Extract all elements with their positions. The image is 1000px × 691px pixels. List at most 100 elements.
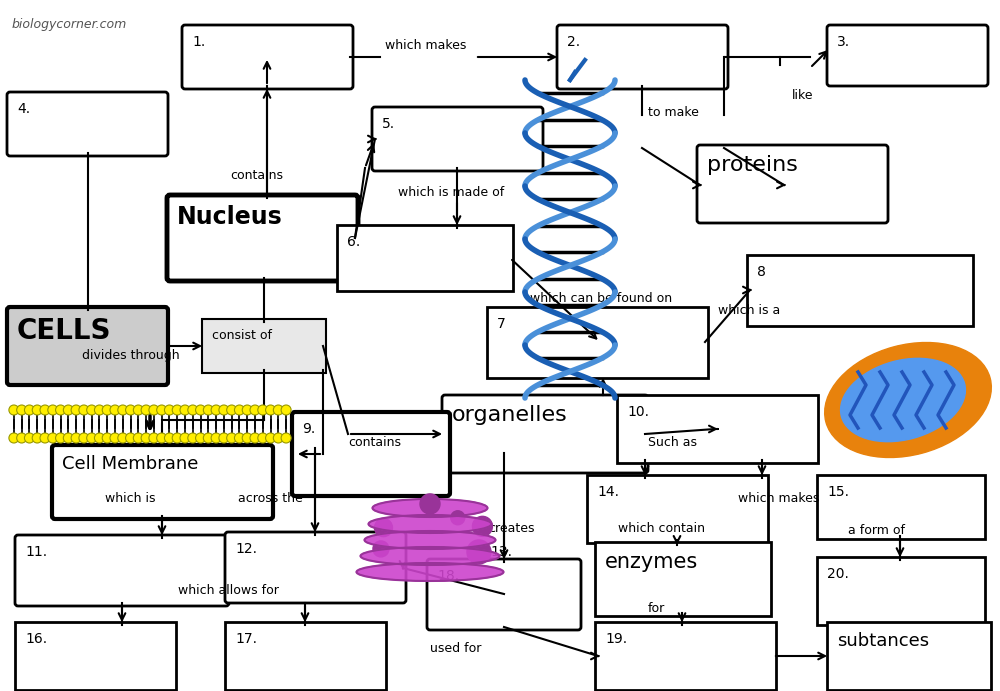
Ellipse shape [841,359,965,442]
FancyBboxPatch shape [167,195,358,281]
Text: 10.: 10. [627,405,649,419]
Circle shape [219,433,229,443]
Circle shape [40,405,50,415]
Circle shape [56,405,66,415]
Text: enzymes: enzymes [605,552,698,572]
Circle shape [126,433,136,443]
Circle shape [149,405,159,415]
Circle shape [373,541,389,557]
FancyBboxPatch shape [337,225,513,291]
Circle shape [211,405,221,415]
Circle shape [164,405,174,415]
Circle shape [126,405,136,415]
Circle shape [79,405,89,415]
Circle shape [48,405,58,415]
Text: Such as: Such as [648,435,697,448]
Circle shape [56,433,66,443]
Circle shape [242,405,252,415]
Text: 15.: 15. [827,485,849,499]
FancyBboxPatch shape [202,319,326,373]
Ellipse shape [356,563,504,581]
Circle shape [9,405,19,415]
FancyBboxPatch shape [595,542,771,616]
Text: 6.: 6. [347,235,360,249]
Circle shape [273,405,283,415]
FancyBboxPatch shape [827,622,991,690]
Circle shape [40,433,50,443]
FancyBboxPatch shape [595,622,776,690]
Ellipse shape [825,343,991,457]
Text: 12.: 12. [235,542,257,556]
Circle shape [71,433,81,443]
Circle shape [227,433,237,443]
Circle shape [94,405,104,415]
Circle shape [188,405,198,415]
Circle shape [227,405,237,415]
Ellipse shape [368,515,492,533]
Circle shape [102,405,112,415]
Text: across the: across the [238,491,303,504]
Circle shape [266,405,276,415]
Text: which can be found on: which can be found on [530,292,672,305]
Text: 18.: 18. [437,569,459,583]
Text: 5.: 5. [382,117,395,131]
Text: like: like [792,88,814,102]
FancyBboxPatch shape [372,107,543,171]
Text: 17.: 17. [235,632,257,646]
Text: subtances: subtances [837,632,929,650]
FancyBboxPatch shape [747,255,973,326]
FancyBboxPatch shape [697,145,888,223]
FancyBboxPatch shape [557,25,728,89]
FancyBboxPatch shape [427,559,581,630]
Ellipse shape [364,531,496,549]
FancyBboxPatch shape [587,475,768,543]
Circle shape [63,405,73,415]
Circle shape [374,519,392,537]
Text: which makes: which makes [385,39,466,52]
Circle shape [79,433,89,443]
Circle shape [180,433,190,443]
Text: CELLS: CELLS [17,317,112,345]
Text: 13.: 13. [490,545,512,559]
Circle shape [87,433,97,443]
Circle shape [266,433,276,443]
Circle shape [180,405,190,415]
Circle shape [17,405,27,415]
Text: 16.: 16. [25,632,47,646]
Circle shape [24,433,34,443]
Circle shape [118,405,128,415]
Text: to make: to make [648,106,699,118]
Text: creates: creates [488,522,534,535]
Text: which allows for: which allows for [178,583,279,596]
FancyBboxPatch shape [292,412,450,496]
Text: 2.: 2. [567,35,580,49]
Circle shape [48,433,58,443]
Text: used for: used for [430,641,481,654]
Circle shape [110,405,120,415]
Circle shape [281,433,291,443]
FancyBboxPatch shape [52,445,273,519]
Circle shape [467,540,491,564]
Text: which is made of: which is made of [398,185,504,198]
Circle shape [133,433,143,443]
Circle shape [281,405,291,415]
Text: which contain: which contain [618,522,705,535]
Circle shape [203,405,213,415]
Text: biologycorner.com: biologycorner.com [12,18,127,31]
Circle shape [141,405,151,415]
Circle shape [24,405,34,415]
Circle shape [164,433,174,443]
Circle shape [9,433,19,443]
Text: which is a: which is a [718,303,780,316]
Circle shape [141,433,151,443]
Text: 19.: 19. [605,632,627,646]
Text: 3.: 3. [837,35,850,49]
Text: 20.: 20. [827,567,849,581]
Circle shape [258,405,268,415]
Circle shape [203,433,213,443]
Text: 1.: 1. [192,35,205,49]
Circle shape [110,433,120,443]
Circle shape [118,433,128,443]
Circle shape [172,433,182,443]
Text: 14.: 14. [597,485,619,499]
